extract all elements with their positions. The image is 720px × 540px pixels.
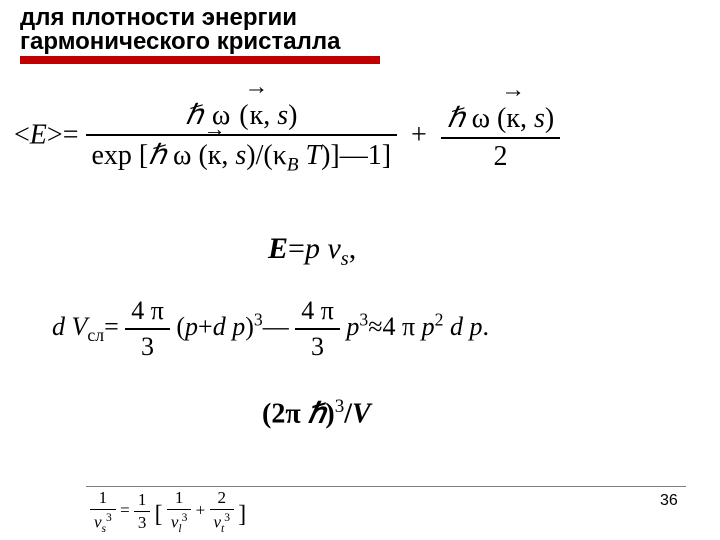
equation-5: 1 vs3 = 1 3 [ 1 vl3 + 2 vt3 ] (90, 488, 246, 535)
title-line2: гармонического кристалла (20, 28, 340, 55)
title-underline-bar (20, 56, 380, 64)
equation-2: E=p vs, (268, 232, 356, 271)
equation-1: <E>= ℏ ω (→к, s) exp [ℏ ω (→к, s)/(κB T)… (14, 98, 560, 177)
page-number: 36 (660, 492, 678, 510)
footer-divider (86, 486, 686, 487)
equation-3: d Vсл= 4 π 3 (p+d p)3— 4 π 3 p3≈4 π p2 d… (52, 296, 489, 362)
equation-4: (2π ℏ)3/V (262, 396, 371, 430)
slide-title: для плотности энергии гармонического кри… (20, 6, 340, 54)
slide: { "layout": { "width_px": 720, "height_p… (0, 0, 720, 540)
title-line1: для плотности энергии (20, 4, 297, 31)
